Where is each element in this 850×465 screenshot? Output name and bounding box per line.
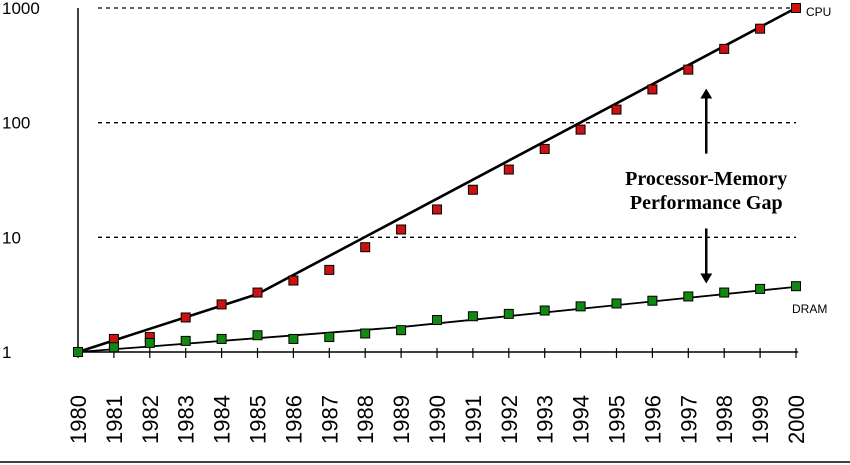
cpu-point — [396, 224, 407, 235]
cpu-point — [539, 143, 550, 154]
x-tick-label: 1982 — [138, 395, 163, 444]
cpu-point — [432, 204, 442, 215]
x-tick-label: 1986 — [281, 395, 306, 444]
dram-point — [396, 325, 407, 336]
dram-point — [108, 342, 119, 353]
cpu-point — [360, 242, 371, 253]
series-label-cpu: CPU — [806, 5, 831, 19]
label-layer: 1980 1981 1982 1983 1984 1985 1986 1987 1988 1989… — [2, 0, 831, 444]
axes-layer — [0, 8, 850, 463]
cpu-point — [611, 104, 622, 115]
dram-point — [288, 333, 299, 344]
x-tick-label: 1999 — [748, 395, 773, 444]
dram-point — [755, 283, 766, 294]
y-tick-label: 10 — [2, 228, 21, 247]
cpu-point — [647, 84, 658, 95]
gap-annotation-line: Performance Gap — [630, 192, 783, 214]
cpu-point — [683, 64, 694, 75]
x-tick-label: 1991 — [461, 395, 486, 444]
dram-point — [324, 332, 335, 343]
dram-point — [180, 335, 191, 346]
dram-point — [252, 330, 263, 341]
dram-point — [503, 308, 514, 319]
cpu-point — [719, 43, 730, 54]
x-tick-label: 1998 — [712, 395, 737, 444]
dram-point — [144, 337, 155, 348]
x-tick-label: 1997 — [676, 395, 701, 444]
dram-point — [575, 301, 586, 312]
x-tick-label: 1989 — [389, 395, 414, 444]
x-tick-label: 1987 — [317, 395, 342, 444]
cpu-point — [216, 299, 227, 310]
dram-point — [360, 328, 371, 339]
dram-point — [73, 347, 83, 357]
dram-point — [683, 291, 694, 302]
cpu-point — [791, 3, 801, 13]
x-tick-label: 1990 — [425, 395, 450, 444]
x-tick-label: 1992 — [497, 395, 522, 444]
cpu-point — [108, 333, 119, 344]
dram-point — [611, 298, 622, 309]
y-tick-label: 1000 — [2, 0, 40, 18]
dram-point — [539, 305, 550, 316]
y-tick-label: 1 — [2, 343, 11, 362]
x-tick-label: 1983 — [174, 395, 199, 444]
x-tick-label: 1985 — [246, 395, 271, 444]
dram-point — [467, 311, 478, 322]
dram-point — [719, 287, 730, 298]
x-tick-label: 1994 — [569, 395, 594, 444]
cpu-point — [503, 164, 514, 175]
cpu-point — [324, 264, 335, 275]
dram-point — [647, 295, 658, 306]
dram-point — [432, 315, 442, 326]
series-label-dram: DRAM — [792, 302, 827, 316]
marker-layer — [73, 3, 801, 357]
dram-point — [791, 281, 801, 292]
cpu-point — [288, 275, 299, 286]
cpu-point — [180, 312, 191, 323]
cpu-point — [467, 184, 478, 195]
gap-annotation-line: Processor-Memory — [625, 168, 787, 190]
cpu-point — [575, 124, 586, 135]
dram-point — [216, 333, 227, 344]
y-tick-label: 100 — [2, 114, 30, 133]
cpu-point — [755, 23, 766, 34]
x-tick-label: 1984 — [210, 395, 235, 444]
x-tick-label: 1993 — [533, 395, 558, 444]
cpu-point — [252, 287, 263, 298]
x-tick-label: 1995 — [605, 395, 630, 444]
x-tick-label: 1996 — [640, 395, 665, 444]
x-tick-label: 1988 — [353, 395, 378, 444]
x-tick-label: 2000 — [784, 395, 809, 444]
x-tick-label: 1981 — [102, 395, 127, 444]
x-tick-label: 1980 — [66, 395, 91, 444]
